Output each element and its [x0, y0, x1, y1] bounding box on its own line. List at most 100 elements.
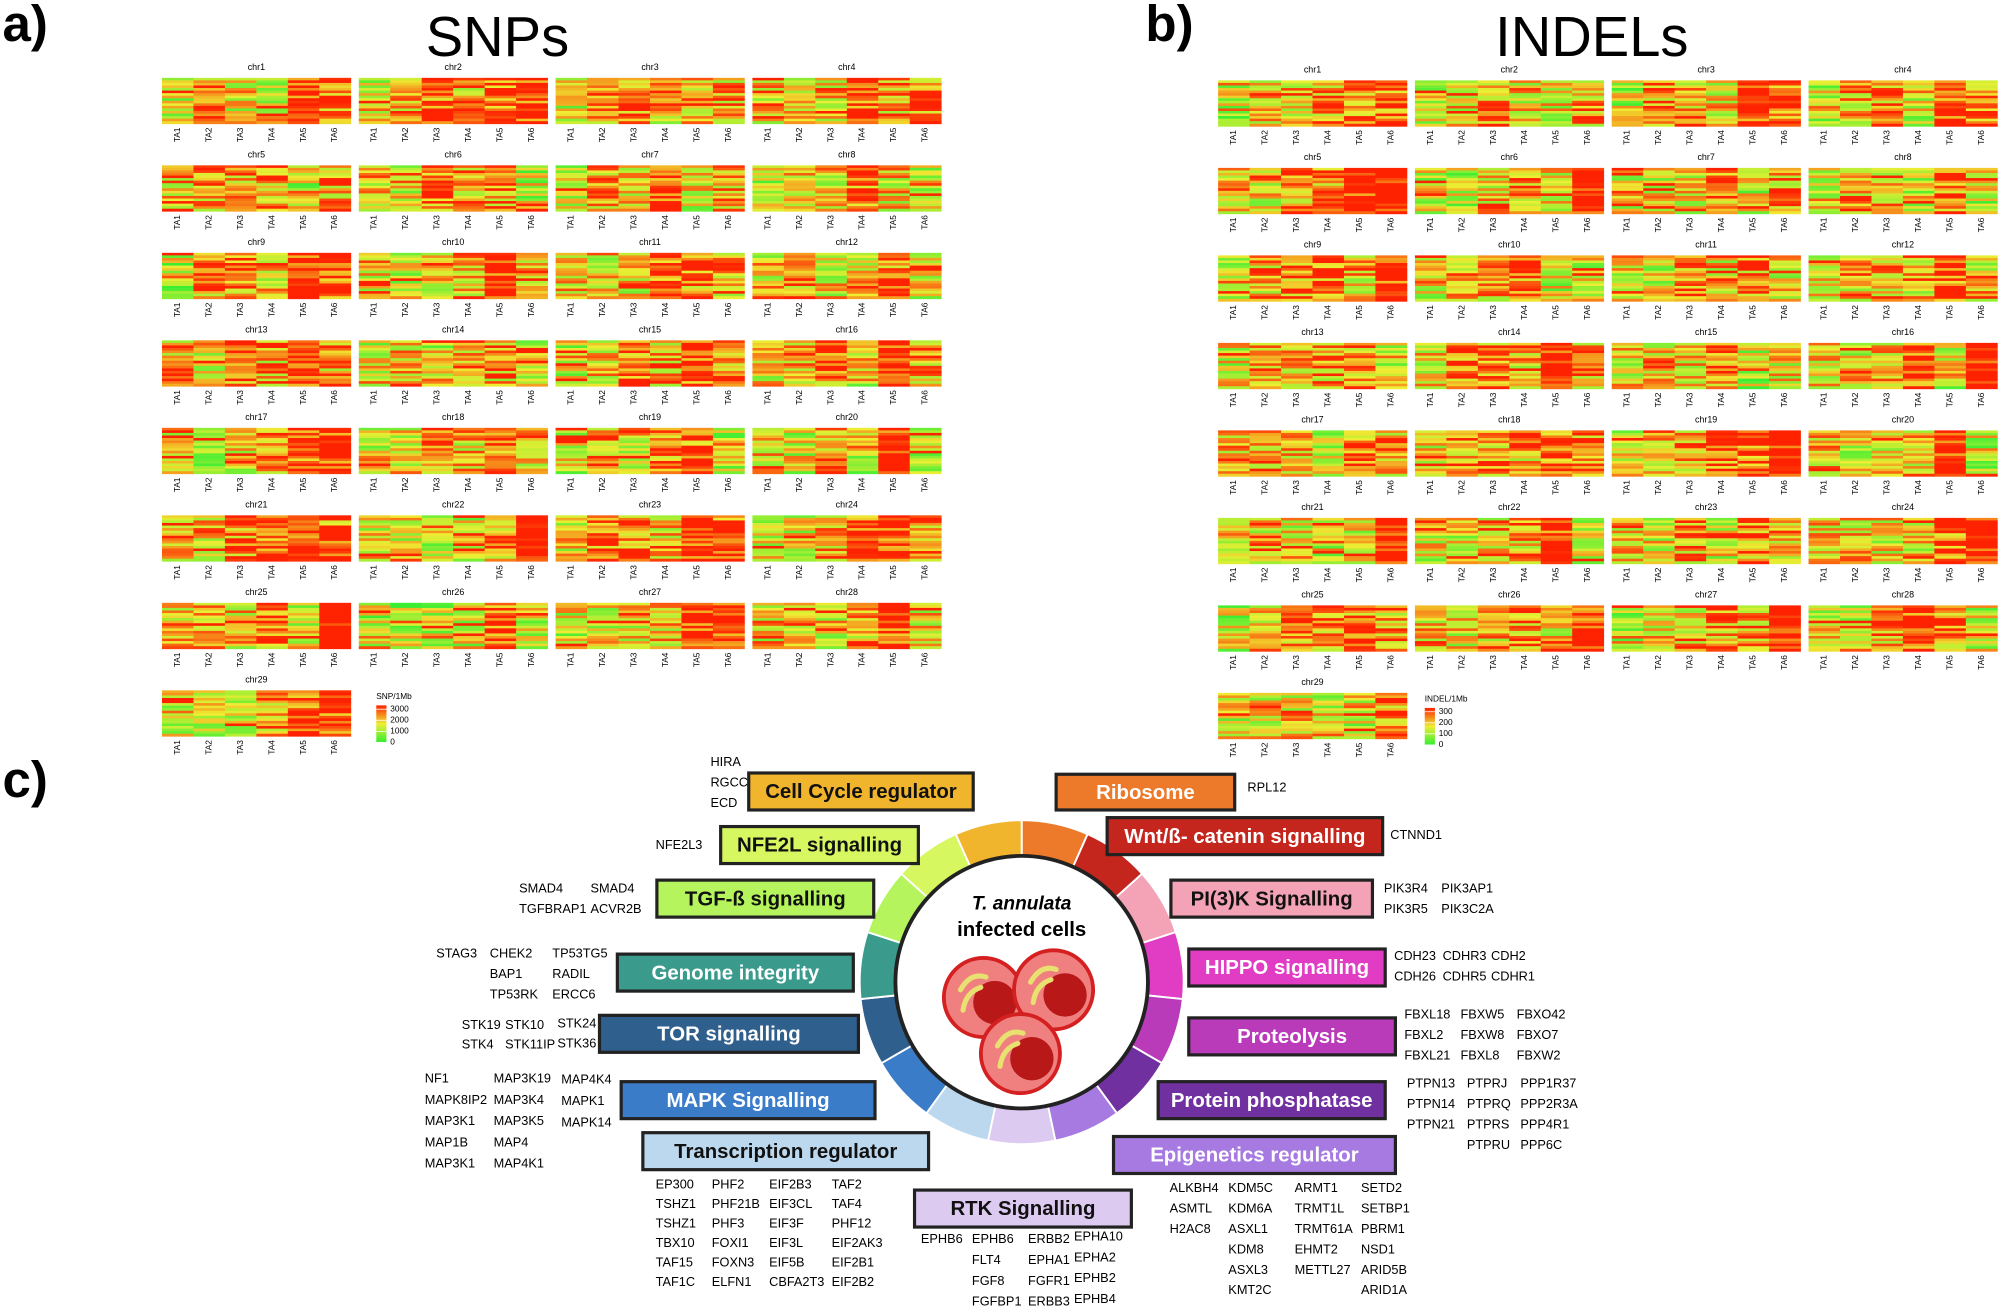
heatmap-cell	[1706, 118, 1738, 122]
heatmap-cell	[1840, 180, 1872, 184]
heatmap-cell	[224, 620, 257, 624]
heatmap-cell	[1281, 263, 1313, 266]
heatmap-cell	[287, 275, 320, 279]
heatmap-cell	[193, 260, 226, 264]
sample-label: TA5	[1944, 130, 1954, 145]
heatmap-cell	[161, 535, 194, 539]
heatmap-cell	[1375, 211, 1408, 215]
heatmap-cell	[1249, 373, 1282, 377]
heatmap-cell	[1540, 180, 1573, 184]
heatmap-cell	[1808, 263, 1841, 266]
heatmap-cell	[161, 283, 194, 287]
heatmap-cell	[681, 208, 714, 212]
heatmap-cell	[1477, 93, 1510, 97]
heatmap-cell	[287, 365, 320, 369]
heatmap-cell	[1312, 355, 1345, 359]
heatmap-cell	[681, 170, 714, 174]
sample-label: TA4	[1322, 130, 1332, 145]
heatmap-cell	[224, 376, 257, 379]
heatmap-cell	[516, 278, 548, 282]
heatmap-cell	[1446, 268, 1479, 272]
heatmap-cell	[1414, 342, 1447, 346]
heatmap-cell	[618, 605, 651, 609]
heatmap-cell	[224, 206, 257, 210]
sample-label: TA1	[369, 127, 379, 142]
heatmap-cell	[1840, 172, 1872, 176]
heatmap-cell	[287, 440, 320, 444]
heatmap-cell	[193, 118, 226, 122]
heatmap-cell	[1769, 103, 1801, 107]
heatmap-cell	[712, 466, 745, 470]
heatmap-cell	[484, 80, 517, 84]
heatmap-cell	[1312, 350, 1345, 354]
heatmap-cell	[1737, 185, 1770, 189]
sample-label: TA5	[691, 652, 701, 667]
heatmap-cell	[618, 530, 651, 534]
heatmap-cell	[815, 525, 848, 529]
heatmap-cell	[909, 103, 942, 107]
heatmap-cell	[878, 628, 911, 632]
heatmap-cell	[287, 630, 320, 634]
heatmap-cell	[681, 432, 714, 436]
heatmap-cell	[909, 363, 942, 367]
heatmap-cell	[1509, 358, 1542, 362]
heatmap-cell	[1769, 90, 1801, 94]
heatmap	[1414, 167, 1605, 215]
heatmap-cell	[587, 643, 619, 647]
heatmap-cell	[256, 540, 289, 544]
heatmap-cell	[1414, 170, 1447, 174]
heatmap-cell	[846, 257, 879, 261]
heatmap-cell	[587, 445, 619, 449]
heatmap-cell	[161, 605, 194, 609]
heatmap-cell	[358, 383, 391, 387]
heatmap	[161, 252, 352, 300]
heatmap-cell	[815, 623, 848, 627]
heatmap-cell	[358, 556, 391, 560]
heatmap-cell	[193, 355, 226, 359]
heatmap-cell	[1375, 368, 1408, 372]
heatmap-cell	[390, 283, 423, 287]
heatmap-cell	[287, 172, 320, 176]
heatmap-cell	[1414, 172, 1447, 176]
heatmap-cell	[319, 615, 352, 619]
sample-label: TA1	[566, 127, 576, 142]
heatmap-cell	[161, 607, 194, 611]
heatmap-cell	[287, 183, 320, 187]
heatmap-cell	[1902, 110, 1935, 114]
heatmap-cell	[161, 208, 194, 212]
heatmap-cell	[1611, 98, 1644, 102]
heatmap-cell	[256, 638, 289, 642]
heatmap-cell	[1706, 211, 1738, 215]
heatmap-cell	[1674, 93, 1707, 97]
sample-label: TA5	[298, 740, 308, 755]
chromosome-label: chr1	[1304, 65, 1321, 75]
heatmap-cell	[712, 468, 745, 472]
heatmap-cell	[358, 381, 391, 385]
heatmap-cell	[712, 613, 745, 616]
heatmap-cell	[846, 280, 879, 284]
heatmap-cell	[287, 715, 320, 719]
heatmap-cell	[319, 353, 352, 357]
heatmap-cell	[1674, 103, 1707, 107]
heatmap-cell	[453, 646, 486, 650]
heatmap-cell	[555, 340, 588, 344]
heatmap-cell	[909, 638, 942, 642]
heatmap-cell	[287, 646, 320, 650]
heatmap-cell	[815, 185, 848, 189]
heatmap-cell	[712, 383, 745, 387]
heatmap-cell	[256, 93, 289, 97]
heatmap-cell	[1477, 188, 1510, 192]
heatmap-cell	[815, 545, 848, 549]
heatmap-cell	[421, 605, 454, 609]
heatmap-cell	[1674, 188, 1707, 192]
heatmap-cell	[1477, 178, 1510, 182]
heatmap-cell	[161, 615, 194, 619]
heatmap-cell	[1572, 180, 1605, 184]
heatmap-cell	[878, 528, 911, 532]
heatmap-cell	[1343, 360, 1376, 364]
heatmap-cell	[224, 455, 257, 459]
heatmap-cell	[390, 93, 423, 97]
heatmap-cell	[484, 252, 517, 256]
heatmap-cell	[256, 720, 289, 724]
heatmap-cell	[1343, 381, 1376, 385]
